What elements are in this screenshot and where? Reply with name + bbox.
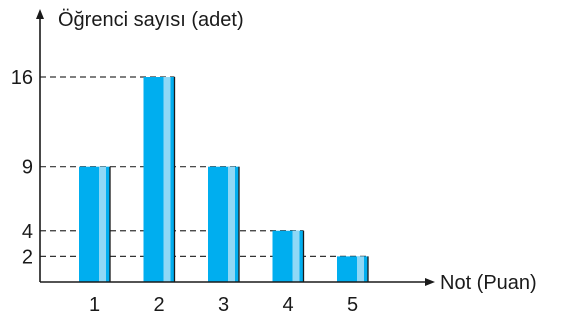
x-axis-title: Not (Puan) — [440, 272, 537, 294]
bar-highlight — [357, 256, 364, 282]
bar-4 — [272, 230, 305, 282]
bar-highlight — [99, 166, 106, 282]
bar-highlight — [292, 230, 300, 282]
bars — [79, 77, 369, 282]
y-axis-title: Öğrenci sayısı (adet) — [58, 9, 244, 31]
x-tick-label: 3 — [218, 294, 229, 316]
x-tick-label: 4 — [282, 294, 293, 316]
bar-5 — [337, 256, 369, 282]
x-tick-label: 2 — [153, 294, 164, 316]
x-tick-labels: 1 2 3 4 5 — [89, 294, 358, 316]
bar-1 — [79, 166, 111, 282]
bar-2 — [143, 77, 176, 282]
bar-highlight — [228, 166, 235, 282]
x-tick-label: 1 — [89, 294, 100, 316]
y-tick-labels: 16 9 4 2 — [11, 67, 33, 268]
y-tick-label: 4 — [22, 221, 33, 243]
axes — [36, 9, 435, 286]
y-tick-label: 16 — [11, 67, 33, 89]
y-tick-label: 9 — [22, 157, 33, 179]
y-tick-label: 2 — [22, 246, 33, 268]
bar-3 — [208, 166, 240, 282]
bar-highlight — [163, 77, 171, 282]
x-tick-label: 5 — [347, 294, 358, 316]
